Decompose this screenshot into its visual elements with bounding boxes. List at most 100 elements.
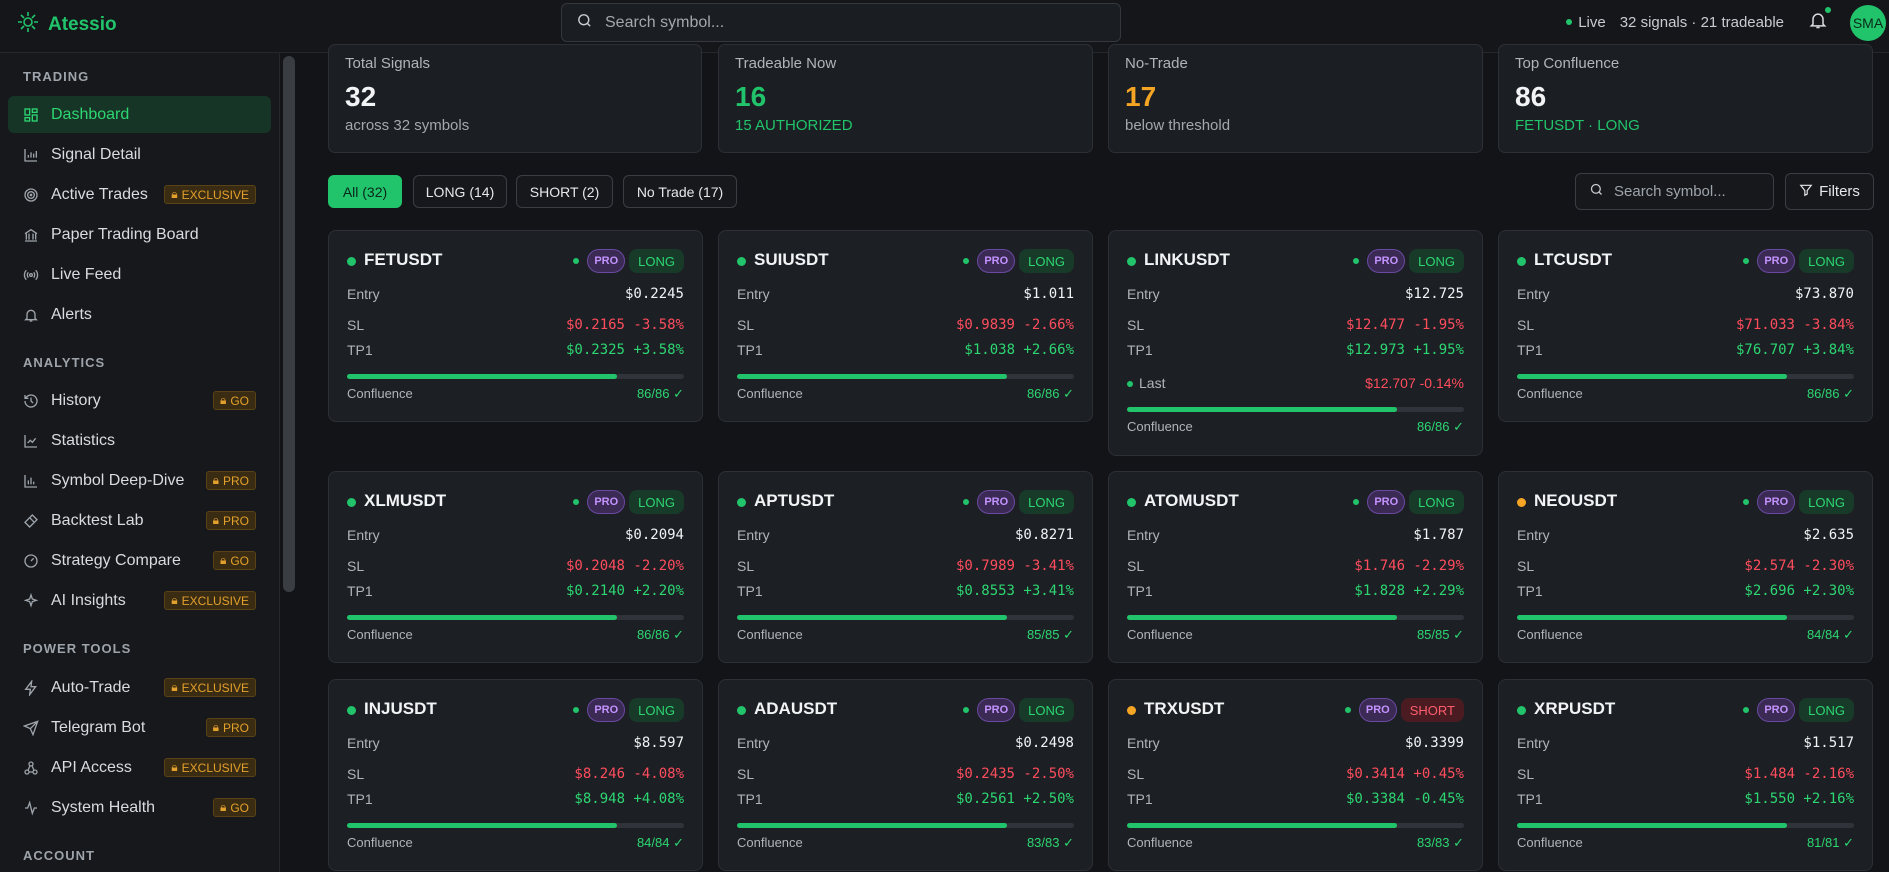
tab-all[interactable]: All (32) (328, 175, 402, 208)
sidebar-item-api-access[interactable]: API Access 🔒︎ EXCLUSIVE (8, 749, 271, 786)
symbol-name: XLMUSDT (364, 491, 447, 510)
signal-card[interactable]: ADAUSDT PRO LONG Entry $0.2498 SL $0.2435 -2.5… (718, 679, 1093, 871)
sidebar-item-history[interactable]: History 🔒︎ GO (8, 382, 271, 419)
signal-card[interactable]: FETUSDT PRO LONG Entry $0.2245 SL $0.2165 -3.5… (328, 230, 703, 422)
signal-card[interactable]: NEOUSDT PRO LONG Entry $2.635 SL $2.574 -2.30%… (1498, 471, 1873, 663)
signal-card[interactable]: APTUSDT PRO LONG Entry $0.8271 SL $0.7989 -3.4… (718, 471, 1093, 663)
sidebar-item-dashboard[interactable]: Dashboard (8, 96, 271, 133)
entry-row: Entry $12.725 (1127, 286, 1464, 306)
card-tags: PRO LONG (963, 490, 1074, 514)
active-dot (963, 258, 970, 264)
sidebar-item-signal-detail[interactable]: Signal Detail (8, 136, 271, 173)
active-dot (1344, 707, 1351, 713)
confluence-bar-fill (347, 615, 617, 620)
tp1-value: $2.696 +2.30% (1744, 583, 1854, 599)
sidebar-item-active-trades[interactable]: Active Trades 🔒︎ EXCLUSIVE (8, 176, 271, 213)
sl-value: $0.9839 -2.66% (955, 317, 1074, 333)
card-header: TRXUSDT PRO SHORT (1127, 698, 1464, 724)
card-header: XRPUSDT PRO LONG (1517, 698, 1854, 724)
signals-summary: 32 signals · 21 tradeable (1619, 13, 1784, 31)
symbol-name: TRXUSDT (1144, 699, 1225, 718)
target-icon (22, 186, 40, 204)
sl-label: SL (737, 766, 755, 782)
confluence-bar-fill (1127, 407, 1397, 412)
sl-label: SL (1517, 317, 1535, 333)
last-dot-icon (1127, 381, 1133, 388)
signal-card[interactable]: XLMUSDT PRO LONG Entry $0.2094 SL $0.2048 -2.2… (328, 471, 703, 663)
brand[interactable]: Atessio (16, 10, 117, 39)
section-trading-title: TRADING (23, 69, 90, 84)
entry-value: $73.870 (1794, 286, 1854, 302)
tp1-row: TP1 $0.8553 +3.41% (737, 583, 1074, 603)
confluence-bar (1517, 615, 1854, 620)
notifications-button[interactable] (1808, 6, 1831, 35)
sidebar-item-backtest-lab[interactable]: Backtest Lab 🔒︎ PRO (8, 502, 271, 539)
signal-card[interactable]: LTCUSDT PRO LONG Entry $73.870 SL $71.033 -3.8… (1498, 230, 1873, 422)
sidebar-item-statistics[interactable]: Statistics (8, 422, 271, 459)
confluence-bar (737, 823, 1074, 828)
tab-no-trade[interactable]: No Trade (17) (623, 175, 737, 208)
lock-icon: 🔒︎ (171, 187, 178, 201)
confluence-row: Confluence 86/86 ✓ (347, 386, 684, 404)
confluence-value: 81/81 ✓ (1806, 835, 1854, 850)
signal-card[interactable]: ATOMUSDT PRO LONG Entry $1.787 SL $1.746 -2.29… (1108, 471, 1483, 663)
signal-card[interactable]: XRPUSDT PRO LONG Entry $1.517 SL $1.484 -2.16%… (1498, 679, 1873, 871)
tp1-label: TP1 (737, 583, 763, 599)
entry-label: Entry (1517, 735, 1550, 751)
tab-long[interactable]: LONG (14) (413, 175, 507, 208)
filter-icon (1799, 183, 1813, 201)
badge-pro: 🔒︎ PRO (205, 718, 256, 737)
entry-label: Entry (1517, 286, 1550, 302)
sl-value: $2.574 -2.30% (1744, 558, 1854, 574)
tp1-value: $76.707 +3.84% (1735, 342, 1854, 358)
global-search-input[interactable] (605, 13, 1085, 32)
card-tags: PRO LONG (1743, 249, 1854, 273)
tab-short[interactable]: SHORT (2) (516, 175, 613, 208)
sidebar-item-system-health[interactable]: System Health 🔒︎ GO (8, 789, 271, 826)
confluence-row: Confluence 86/86 ✓ (1517, 386, 1854, 404)
badge-exclusive: 🔒︎ EXCLUSIVE (164, 591, 256, 610)
active-dot (1743, 707, 1750, 713)
sidebar-item-label: Symbol Deep-Dive (51, 471, 185, 489)
sidebar-item-symbol-deep-dive[interactable]: Symbol Deep-Dive 🔒︎ PRO (8, 462, 271, 499)
filters-button[interactable]: Filters (1785, 173, 1874, 210)
sidebar-item-paper-trading[interactable]: Paper Trading Board (8, 216, 271, 253)
sidebar-item-strategy-compare[interactable]: Strategy Compare 🔒︎ GO (8, 542, 271, 579)
sidebar-scrollbar[interactable] (283, 56, 295, 592)
pro-badge: PRO (977, 698, 1016, 722)
symbol-search-input[interactable] (1614, 183, 1764, 200)
signal-card[interactable]: SUIUSDT PRO LONG Entry $1.011 SL $0.9839 -2.66… (718, 230, 1093, 422)
badge-pro: 🔒︎ PRO (205, 511, 256, 530)
zap-icon (22, 679, 40, 697)
confluence-row: Confluence 83/83 ✓ (737, 835, 1074, 853)
sidebar-item-alerts[interactable]: Alerts (8, 296, 271, 333)
broadcast-icon (22, 266, 40, 284)
confluence-bar-fill (737, 615, 1007, 620)
global-search[interactable] (561, 3, 1121, 42)
sl-value: $1.484 -2.16% (1744, 766, 1854, 782)
confluence-bar-fill (1127, 615, 1397, 620)
confluence-bar-fill (347, 823, 617, 828)
confluence-bar (347, 823, 684, 828)
symbol-search[interactable] (1575, 173, 1774, 210)
sidebar-item-ai-insights[interactable]: AI Insights 🔒︎ EXCLUSIVE (8, 582, 271, 619)
signal-card[interactable]: TRXUSDT PRO SHORT Entry $0.3399 SL $0.3414 +0.… (1108, 679, 1483, 871)
sl-value: $12.477 -1.95% (1345, 317, 1464, 333)
avatar[interactable]: SMA (1850, 5, 1886, 41)
bell-icon (1808, 12, 1828, 34)
confluence-row: Confluence 86/86 ✓ (347, 627, 684, 645)
signal-card[interactable]: LINKUSDT PRO LONG Entry $12.725 SL $12.477 -1.… (1108, 230, 1483, 456)
sidebar-item-label: Paper Trading Board (51, 225, 199, 243)
entry-value: $12.725 (1404, 286, 1464, 302)
pro-badge: PRO (1367, 249, 1406, 273)
entry-label: Entry (1127, 735, 1160, 751)
sidebar-item-telegram-bot[interactable]: Telegram Bot 🔒︎ PRO (8, 709, 271, 746)
sidebar-item-auto-trade[interactable]: Auto-Trade 🔒︎ EXCLUSIVE (8, 669, 271, 706)
card-tags: PRO LONG (1743, 698, 1854, 722)
pro-badge: PRO (1367, 490, 1406, 514)
notification-dot (1825, 6, 1831, 13)
sidebar-item-live-feed[interactable]: Live Feed (8, 256, 271, 293)
direction-badge: LONG (1409, 490, 1464, 514)
signal-card[interactable]: INJUSDT PRO LONG Entry $8.597 SL $8.246 -4.08%… (328, 679, 703, 871)
sl-value: $0.2165 -3.58% (565, 317, 684, 333)
